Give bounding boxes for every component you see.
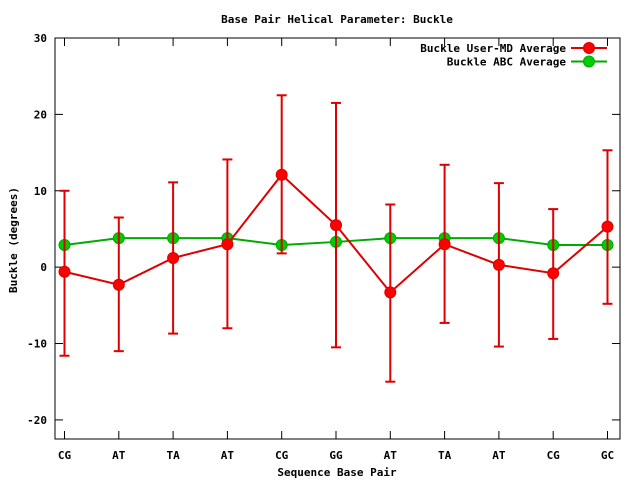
y-tick-label: 0 (40, 261, 47, 274)
data-point (492, 258, 505, 271)
data-point (275, 168, 288, 181)
data-point (58, 265, 71, 278)
y-axis-ticks: -20 -10 0 10 20 30 (27, 32, 620, 427)
x-tick-label: TA (166, 449, 180, 462)
plot-area-border (54, 37, 621, 440)
x-tick-label: CG (58, 449, 72, 462)
x-tick-label: AT (384, 449, 398, 462)
data-point (112, 278, 125, 291)
data-point (384, 286, 397, 299)
x-tick-label: AT (221, 449, 235, 462)
y-tick-label: 10 (34, 185, 47, 198)
series-user-md (58, 94, 614, 383)
x-tick-label: TA (438, 449, 452, 462)
y-tick-label: -10 (27, 338, 47, 351)
y-tick-label: -20 (27, 414, 47, 427)
data-point (167, 251, 180, 264)
x-tick-label: CG (275, 449, 289, 462)
data-point (601, 220, 614, 233)
data-point (330, 219, 342, 232)
legend-marker (583, 55, 595, 68)
x-axis-label: Sequence Base Pair (277, 466, 397, 479)
y-axis-label: Buckle (degrees) (7, 187, 20, 293)
legend-marker (583, 42, 595, 54)
chart-title: Base Pair Helical Parameter: Buckle (221, 13, 453, 26)
y-tick-label: 30 (34, 32, 47, 45)
legend-label: Buckle User-MD Average (420, 42, 566, 55)
x-tick-label: GC (601, 449, 614, 462)
legend-label: Buckle ABC Average (447, 56, 567, 69)
x-tick-label: AT (112, 449, 126, 462)
data-point (547, 267, 560, 280)
x-tick-label: AT (492, 449, 506, 462)
data-point (438, 238, 451, 251)
x-tick-label: GG (329, 449, 343, 462)
data-point (221, 238, 234, 251)
x-tick-label: CG (547, 449, 561, 462)
y-tick-label: 20 (34, 108, 47, 121)
series-layer (58, 94, 614, 383)
x-axis-ticks: CG AT TA AT CG GG AT TA AT CG GC (58, 38, 614, 462)
